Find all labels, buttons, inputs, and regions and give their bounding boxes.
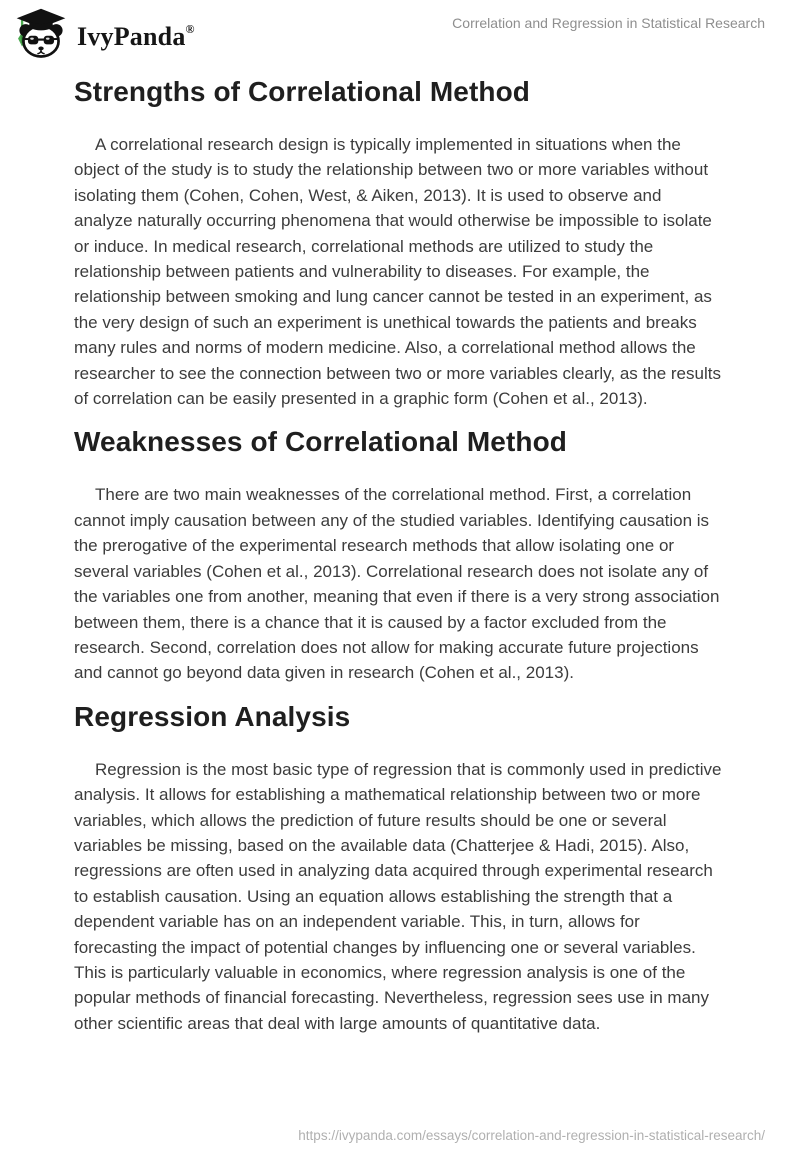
section-weaknesses: Weaknesses of Correlational Method There… — [74, 425, 722, 685]
registered-trademark-symbol: ® — [185, 21, 195, 36]
section-paragraph-regression: Regression is the most basic type of reg… — [74, 759, 722, 1033]
section-heading-regression: Regression Analysis — [74, 700, 351, 732]
essay-body: Strengths of Correlational Method A corr… — [0, 75, 800, 1036]
section-paragraph-weaknesses: There are two main weaknesses of the cor… — [74, 485, 720, 683]
page-header: IvyPanda® Correlation and Regression in … — [0, 0, 800, 66]
panda-graduate-icon — [16, 8, 66, 58]
section-paragraph-strengths: A correlational research design is typic… — [74, 135, 721, 409]
brand-logo: IvyPanda® — [14, 6, 195, 62]
brand-wordmark: IvyPanda — [77, 21, 186, 51]
section-strengths: Strengths of Correlational Method A corr… — [74, 75, 722, 411]
section-heading-weaknesses: Weaknesses of Correlational Method — [74, 426, 568, 458]
section-regression: Regression Analysis Regression is the mo… — [74, 700, 722, 1036]
brand-name: IvyPanda® — [77, 19, 195, 50]
source-url: https://ivypanda.com/essays/correlation-… — [298, 1128, 765, 1143]
document-title: Correlation and Regression in Statistica… — [452, 15, 765, 31]
page-footer: https://ivypanda.com/essays/correlation-… — [298, 1128, 765, 1143]
section-heading-strengths: Strengths of Correlational Method — [74, 76, 530, 107]
